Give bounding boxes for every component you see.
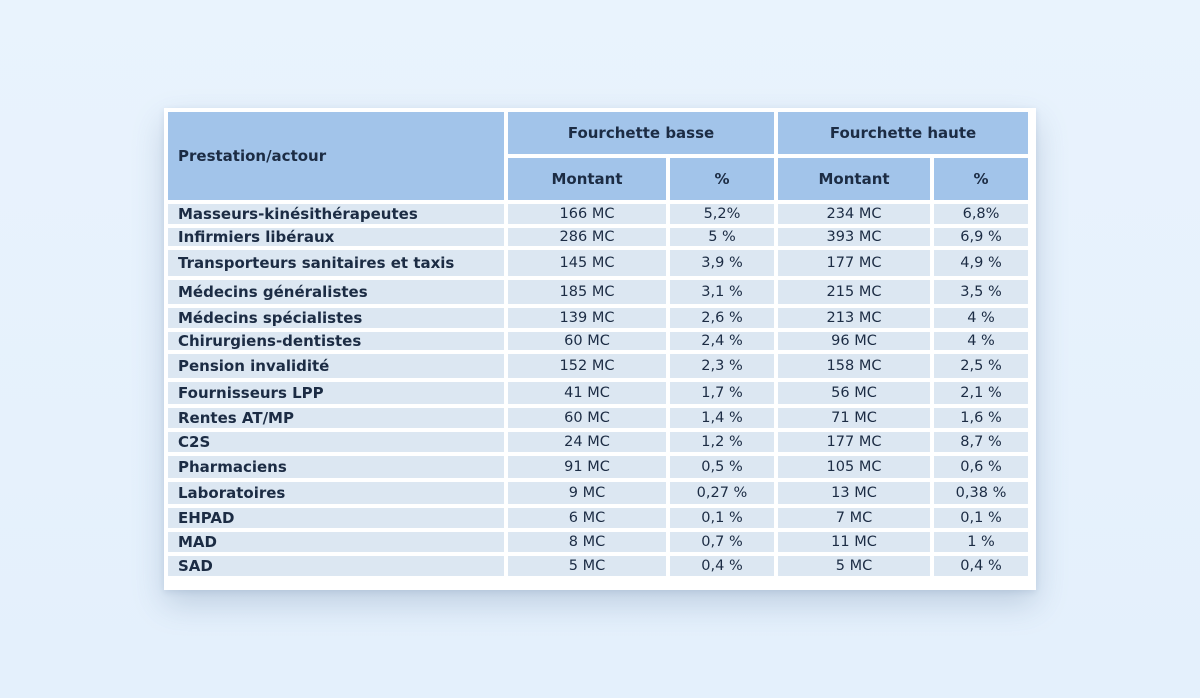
cell-prestation: EHPAD xyxy=(168,508,504,528)
cell-montant-basse: 60 MC xyxy=(508,408,666,428)
cell-pct-basse: 1,7 % xyxy=(670,382,775,404)
header-pct-haute: % xyxy=(934,158,1029,200)
cell-montant-basse: 286 MC xyxy=(508,228,666,246)
cell-montant-basse: 145 MC xyxy=(508,250,666,276)
cell-montant-basse: 41 MC xyxy=(508,382,666,404)
cell-montant-haute: 71 MC xyxy=(778,408,931,428)
table-row: Fournisseurs LPP 41 MC 1,7 % 56 MC 2,1 % xyxy=(168,382,1029,404)
table-row: Rentes AT/MP 60 MC 1,4 % 71 MC 1,6 % xyxy=(168,408,1029,428)
cell-pct-haute: 4 % xyxy=(934,308,1029,328)
table-row: Chirurgiens-dentistes 60 MC 2,4 % 96 MC … xyxy=(168,332,1029,350)
cell-pct-basse: 1,2 % xyxy=(670,432,775,452)
cell-prestation: Masseurs-kinésithérapeutes xyxy=(168,204,504,224)
table-row: SAD 5 MC 0,4 % 5 MC 0,4 % xyxy=(168,556,1029,576)
table-row: Pension invalidité 152 MC 2,3 % 158 MC 2… xyxy=(168,354,1029,378)
cell-montant-haute: 213 MC xyxy=(778,308,931,328)
cell-pct-haute: 0,38 % xyxy=(934,482,1029,504)
table-row: Médecins généralistes 185 MC 3,1 % 215 M… xyxy=(168,280,1029,304)
cell-pct-basse: 2,6 % xyxy=(670,308,775,328)
cell-pct-haute: 8,7 % xyxy=(934,432,1029,452)
table-card: Prestation/actour Fourchette basse Fourc… xyxy=(164,108,1036,590)
cell-pct-haute: 6,9 % xyxy=(934,228,1029,246)
table-row: C2S 24 MC 1,2 % 177 MC 8,7 % xyxy=(168,432,1029,452)
cell-montant-basse: 60 MC xyxy=(508,332,666,350)
cell-montant-haute: 56 MC xyxy=(778,382,931,404)
cell-pct-haute: 6,8% xyxy=(934,204,1029,224)
cell-pct-basse: 2,3 % xyxy=(670,354,775,378)
cell-pct-haute: 3,5 % xyxy=(934,280,1029,304)
cell-prestation: Infirmiers libéraux xyxy=(168,228,504,246)
cell-pct-haute: 4,9 % xyxy=(934,250,1029,276)
header-montant-haute: Montant xyxy=(778,158,931,200)
table-row: Laboratoires 9 MC 0,27 % 13 MC 0,38 % xyxy=(168,482,1029,504)
cell-pct-basse: 0,1 % xyxy=(670,508,775,528)
cell-pct-haute: 0,6 % xyxy=(934,456,1029,478)
cell-pct-haute: 4 % xyxy=(934,332,1029,350)
cell-prestation: Chirurgiens-dentistes xyxy=(168,332,504,350)
table-row: Transporteurs sanitaires et taxis 145 MC… xyxy=(168,250,1029,276)
table-row: Médecins spécialistes 139 MC 2,6 % 213 M… xyxy=(168,308,1029,328)
cell-montant-haute: 96 MC xyxy=(778,332,931,350)
cell-prestation: SAD xyxy=(168,556,504,576)
cell-prestation: Médecins spécialistes xyxy=(168,308,504,328)
cell-prestation: MAD xyxy=(168,532,504,552)
cell-pct-haute: 0,4 % xyxy=(934,556,1029,576)
cell-pct-basse: 0,4 % xyxy=(670,556,775,576)
cell-montant-haute: 393 MC xyxy=(778,228,931,246)
cell-pct-haute: 1 % xyxy=(934,532,1029,552)
cell-montant-haute: 7 MC xyxy=(778,508,931,528)
cell-pct-basse: 1,4 % xyxy=(670,408,775,428)
cell-pct-basse: 0,5 % xyxy=(670,456,775,478)
cell-pct-haute: 2,5 % xyxy=(934,354,1029,378)
cell-pct-basse: 5,2% xyxy=(670,204,775,224)
table-row: MAD 8 MC 0,7 % 11 MC 1 % xyxy=(168,532,1029,552)
cell-montant-basse: 24 MC xyxy=(508,432,666,452)
cell-montant-haute: 215 MC xyxy=(778,280,931,304)
cell-prestation: Médecins généralistes xyxy=(168,280,504,304)
cell-montant-haute: 177 MC xyxy=(778,432,931,452)
cost-table: Prestation/actour Fourchette basse Fourc… xyxy=(164,108,1032,580)
cell-pct-basse: 2,4 % xyxy=(670,332,775,350)
cell-prestation: Pension invalidité xyxy=(168,354,504,378)
cell-pct-haute: 2,1 % xyxy=(934,382,1029,404)
cell-pct-basse: 3,9 % xyxy=(670,250,775,276)
cell-montant-haute: 105 MC xyxy=(778,456,931,478)
cell-montant-haute: 5 MC xyxy=(778,556,931,576)
cell-pct-haute: 0,1 % xyxy=(934,508,1029,528)
cell-prestation: Laboratoires xyxy=(168,482,504,504)
cell-montant-basse: 5 MC xyxy=(508,556,666,576)
cell-pct-basse: 0,7 % xyxy=(670,532,775,552)
header-pct-basse: % xyxy=(670,158,775,200)
header-prestation: Prestation/actour xyxy=(168,112,504,200)
header-fourchette-haute: Fourchette haute xyxy=(778,112,1029,154)
cell-prestation: Transporteurs sanitaires et taxis xyxy=(168,250,504,276)
table-row: Pharmaciens 91 MC 0,5 % 105 MC 0,6 % xyxy=(168,456,1029,478)
cell-montant-haute: 234 MC xyxy=(778,204,931,224)
cell-prestation: C2S xyxy=(168,432,504,452)
cell-montant-basse: 8 MC xyxy=(508,532,666,552)
cell-pct-haute: 1,6 % xyxy=(934,408,1029,428)
cell-montant-basse: 166 MC xyxy=(508,204,666,224)
table-row: EHPAD 6 MC 0,1 % 7 MC 0,1 % xyxy=(168,508,1029,528)
cell-montant-basse: 139 MC xyxy=(508,308,666,328)
cell-prestation: Pharmaciens xyxy=(168,456,504,478)
cell-montant-basse: 152 MC xyxy=(508,354,666,378)
header-montant-basse: Montant xyxy=(508,158,666,200)
cell-montant-haute: 177 MC xyxy=(778,250,931,276)
cell-prestation: Fournisseurs LPP xyxy=(168,382,504,404)
cell-montant-basse: 6 MC xyxy=(508,508,666,528)
cell-pct-basse: 3,1 % xyxy=(670,280,775,304)
header-fourchette-basse: Fourchette basse xyxy=(508,112,775,154)
table-row: Masseurs-kinésithérapeutes 166 MC 5,2% 2… xyxy=(168,204,1029,224)
cell-montant-haute: 158 MC xyxy=(778,354,931,378)
cell-prestation: Rentes AT/MP xyxy=(168,408,504,428)
cell-montant-haute: 13 MC xyxy=(778,482,931,504)
cell-montant-basse: 91 MC xyxy=(508,456,666,478)
cell-montant-haute: 11 MC xyxy=(778,532,931,552)
cell-pct-basse: 0,27 % xyxy=(670,482,775,504)
cell-montant-basse: 185 MC xyxy=(508,280,666,304)
cell-pct-basse: 5 % xyxy=(670,228,775,246)
cell-montant-basse: 9 MC xyxy=(508,482,666,504)
table-row: Infirmiers libéraux 286 MC 5 % 393 MC 6,… xyxy=(168,228,1029,246)
